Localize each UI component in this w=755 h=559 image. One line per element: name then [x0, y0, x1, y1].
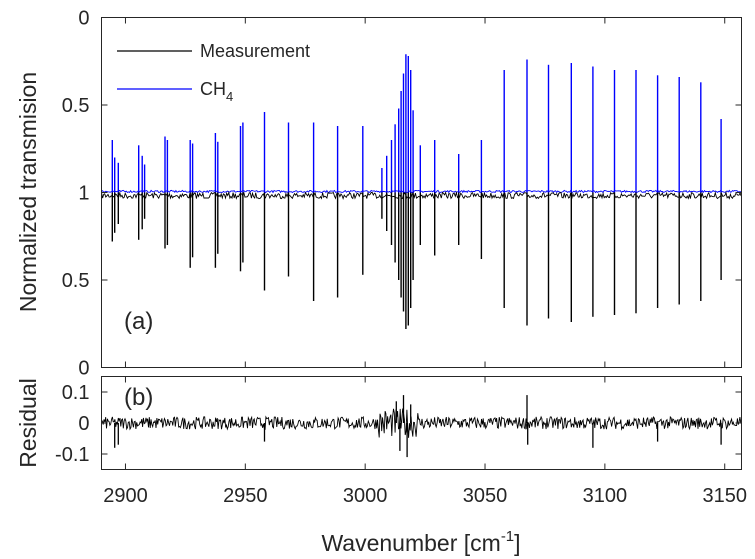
- panel-a-ytick-label-2: 1: [78, 183, 89, 205]
- panel-b-ytick-label-0: -0.1: [55, 444, 89, 466]
- panel-a-ylabel: Normalized transmision: [15, 72, 41, 312]
- panel-a-ytick-label-4: 0: [78, 358, 89, 380]
- measurement-baseline: [101, 190, 742, 201]
- measurement-series: [101, 190, 742, 329]
- x-axis-label-superscript: -1: [501, 528, 514, 545]
- panel-b-xtick-label-0: 2900: [103, 485, 148, 507]
- panel-b-xtick-label-4: 3100: [583, 485, 628, 507]
- legend: Measurement CH4: [117, 41, 310, 104]
- panel-a-label: (a): [124, 308, 153, 335]
- residual-trace: [101, 408, 742, 438]
- panel-a-x-axis: [124, 17, 726, 368]
- residual-series: [101, 395, 742, 458]
- x-axis-label-text: Wavenumber [cm: [321, 530, 500, 556]
- panel-b-xtick-label-3: 3050: [463, 485, 508, 507]
- legend-ch4-label: CH4: [200, 79, 233, 104]
- x-axis-label: Wavenumber [cm-1]: [321, 528, 520, 556]
- panel-a-ytick-label-1: 0.5: [62, 95, 90, 117]
- panel-b-ylabel: Residual: [15, 378, 41, 468]
- panel-a-ytick-label-0: 0: [78, 8, 89, 30]
- x-axis-label-suffix: ]: [514, 530, 520, 556]
- panel-a-ytick-label-3: 0.5: [62, 270, 90, 292]
- panel-a: 0 0.5 1 0.5 0 Normalized transmision (a) Mea…: [15, 8, 742, 380]
- ch4-series: [101, 54, 742, 194]
- panel-b-xtick-label-1: 2950: [223, 485, 268, 507]
- panel-b-x-axis: 2900 2950 3000 3050 3100 3150: [103, 376, 747, 507]
- panel-b: -0.1 0 0.1 2900 2950 3000 3050 3100 3150 Residu…: [15, 376, 747, 556]
- panel-a-y-axis: 0 0.5 1 0.5 0: [62, 8, 742, 380]
- legend-ch4-text: CH: [200, 79, 226, 99]
- panel-b-ytick-label-1: 0: [78, 413, 89, 435]
- ch4-baseline: [101, 189, 742, 194]
- panel-b-xtick-label-5: 3150: [702, 485, 747, 507]
- legend-ch4-subscript: 4: [226, 89, 233, 104]
- panel-b-label: (b): [124, 384, 153, 411]
- panel-b-ytick-label-2: 0.1: [62, 382, 90, 404]
- panel-b-xtick-label-2: 3000: [343, 485, 388, 507]
- panel-b-y-axis: -0.1 0 0.1: [55, 382, 742, 466]
- legend-measurement-label: Measurement: [200, 41, 310, 61]
